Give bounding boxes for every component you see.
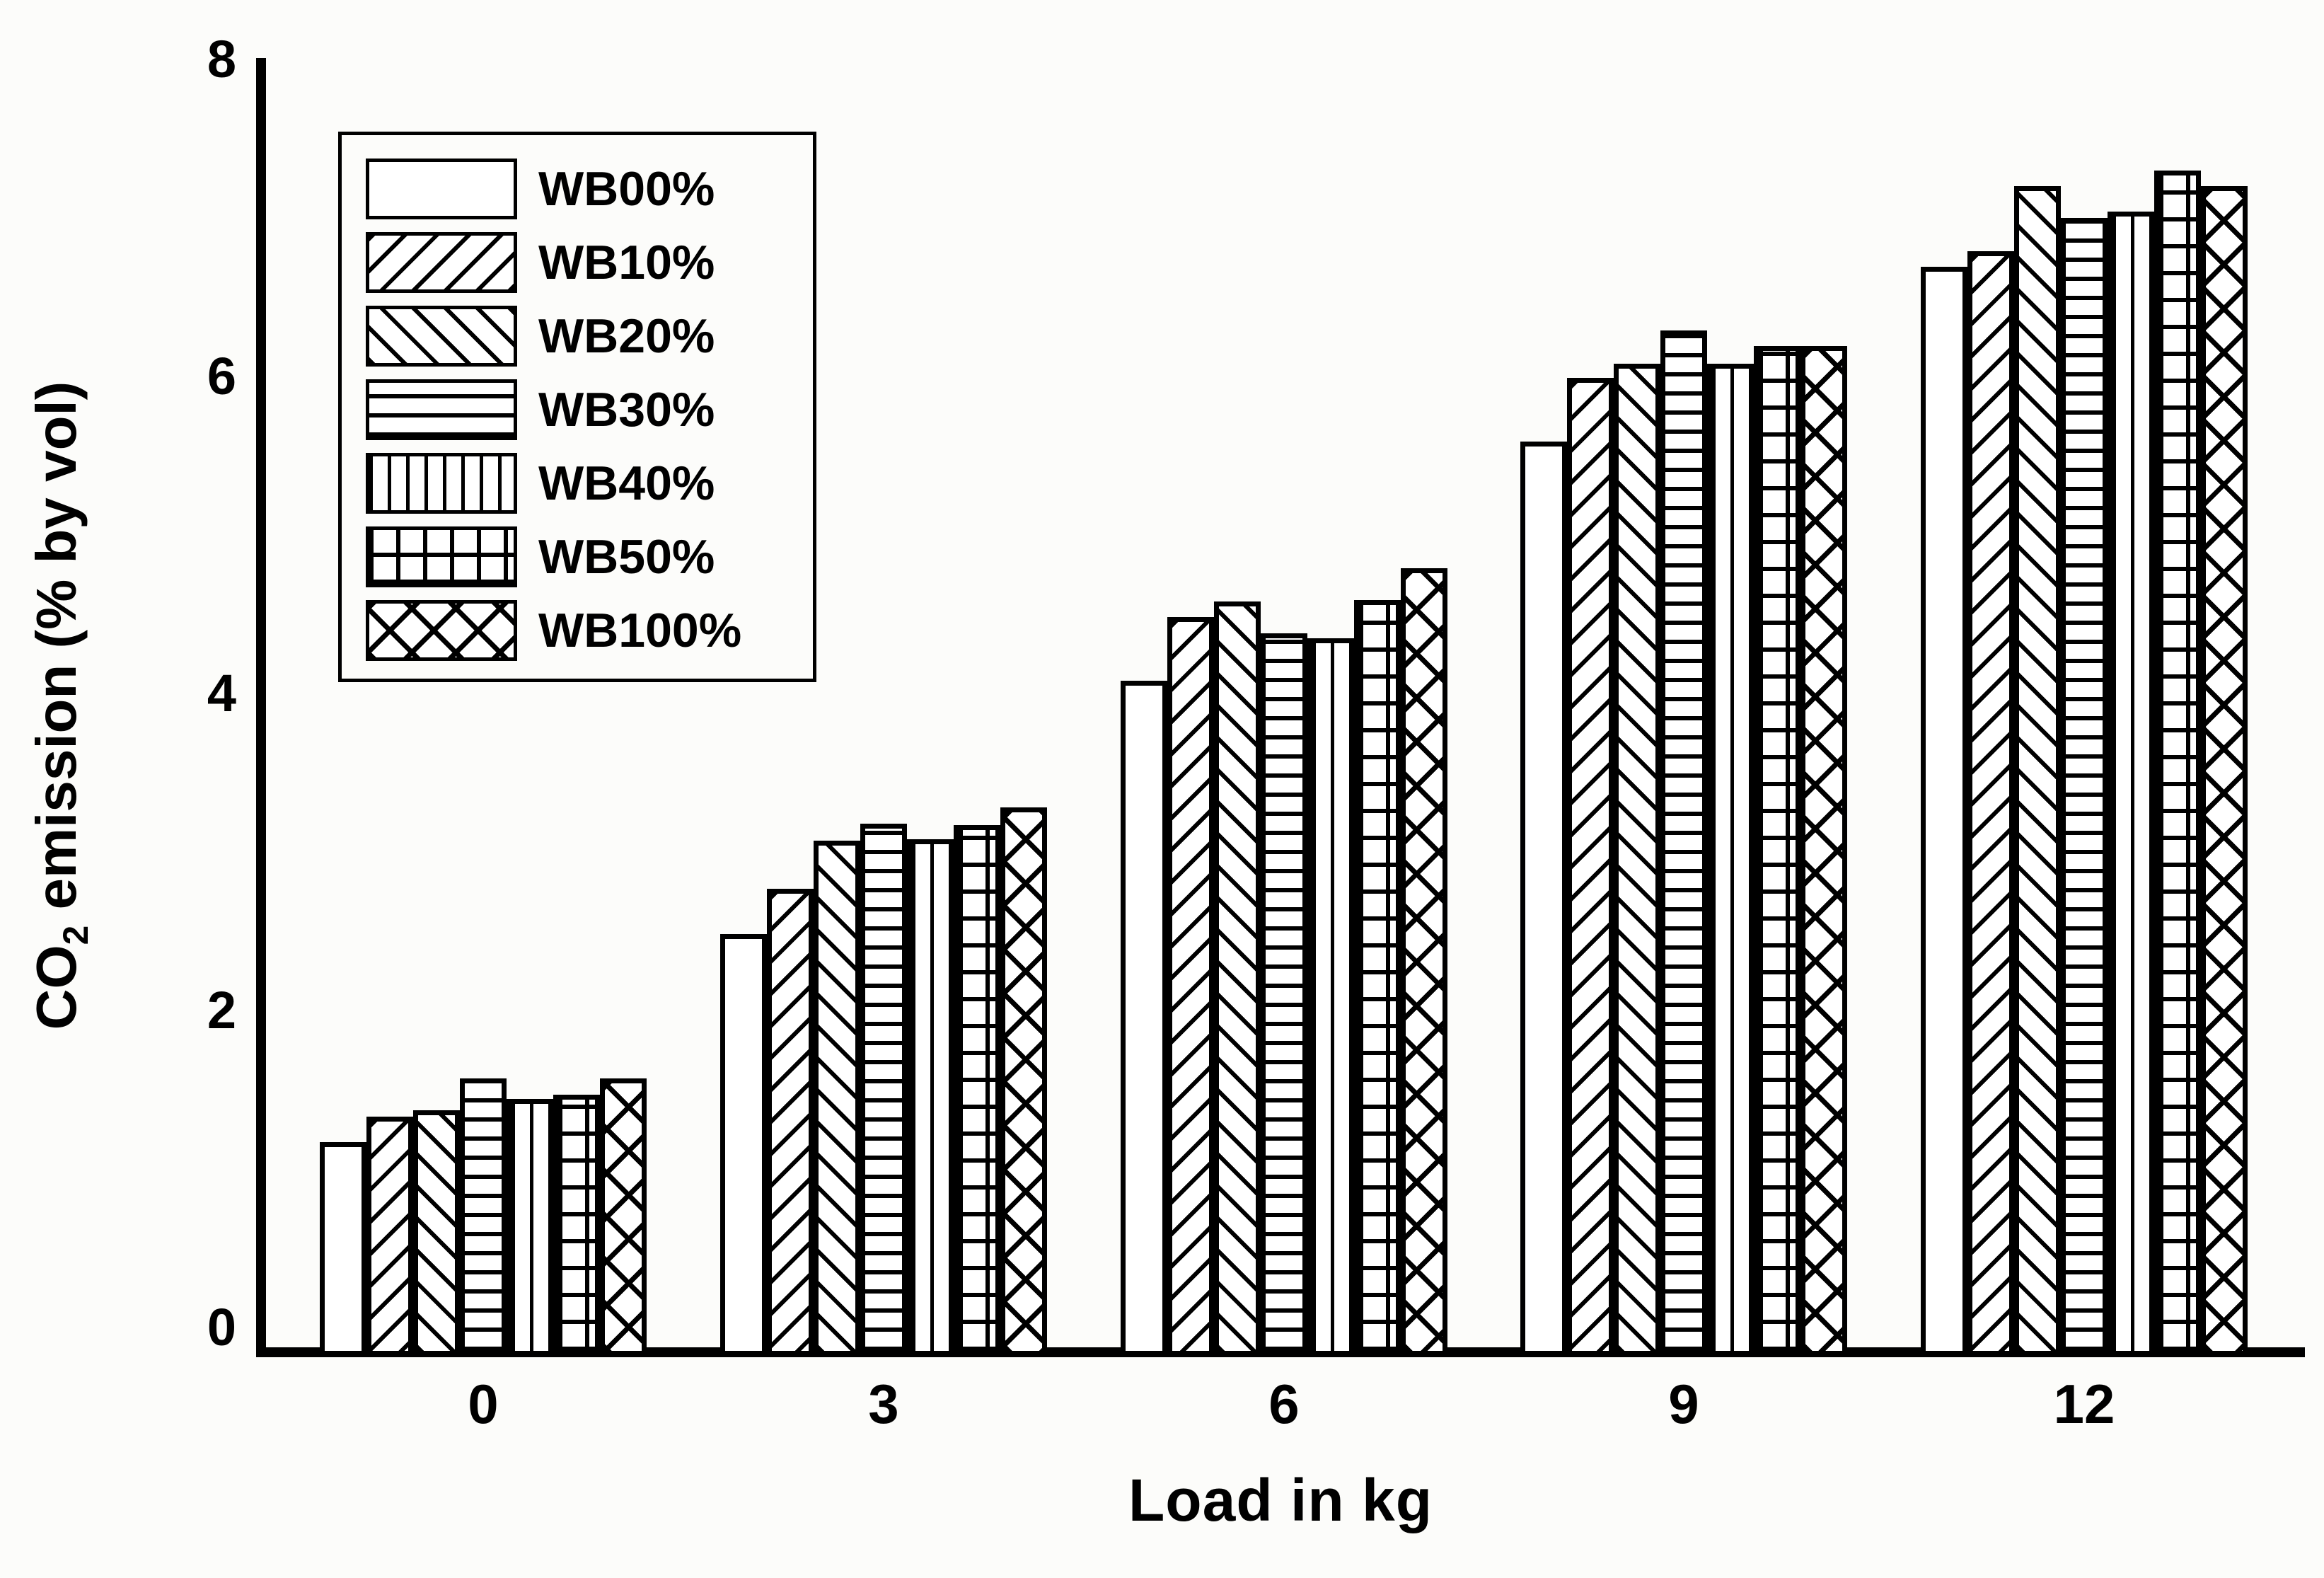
x-axis-title: Load in kg <box>1128 1467 1433 1533</box>
legend-label: WB50% <box>538 530 715 584</box>
bar-WB50%-load-9 <box>1754 346 1800 1356</box>
legend-label: WB100% <box>538 604 742 657</box>
legend-label: WB20% <box>538 309 715 363</box>
bar-WB30%-load-9 <box>1660 330 1707 1356</box>
legend-label: WB00% <box>538 162 715 216</box>
x-tick-label-6: 6 <box>1268 1373 1300 1435</box>
bar-WB00%-load-0 <box>320 1141 366 1356</box>
legend-label: WB30% <box>538 383 715 437</box>
bar-WB20%-load-12 <box>2014 186 2061 1356</box>
y-tick-label-2: 2 <box>207 981 236 1039</box>
x-tick-label-3: 3 <box>868 1373 899 1435</box>
bar-WB100%-load-6 <box>1401 568 1447 1356</box>
bar-WB100%-load-3 <box>1000 807 1047 1356</box>
legend-swatch-vertical-icon <box>366 453 517 514</box>
legend-swatch-diag-backward-icon <box>366 306 517 367</box>
y-tick-label-4: 4 <box>207 664 236 722</box>
bar-WB50%-load-6 <box>1354 599 1401 1356</box>
legend-label: WB40% <box>538 456 715 510</box>
legend-item-WB00%: WB00% <box>366 152 806 226</box>
y-tick-label-8: 8 <box>207 30 236 88</box>
y-title-prefix: CO <box>25 945 88 1030</box>
y-title-subscript: 2 <box>56 925 96 945</box>
bar-WB30%-load-0 <box>460 1078 507 1356</box>
x-tick-label-12: 12 <box>2053 1373 2115 1435</box>
bar-WB10%-load-12 <box>1967 251 2014 1356</box>
y-title-suffix: emission (% by vol) <box>25 381 88 926</box>
bar-WB00%-load-6 <box>1121 681 1167 1356</box>
legend-item-WB20%: WB20% <box>366 299 806 373</box>
y-tick-label-6: 6 <box>207 347 236 405</box>
bar-WB20%-load-3 <box>814 841 860 1356</box>
bar-WB100%-load-0 <box>600 1078 647 1356</box>
bar-WB50%-load-0 <box>553 1094 600 1356</box>
bar-WB40%-load-6 <box>1307 638 1354 1356</box>
legend: WB00% WB10% WB20% WB30% WB40% WB50% WB100% <box>338 132 816 682</box>
bar-WB100%-load-12 <box>2201 186 2248 1356</box>
y-axis-title: CO2 emission (% by vol) <box>20 175 96 1236</box>
bar-WB10%-load-9 <box>1567 378 1614 1356</box>
legend-item-WB10%: WB10% <box>366 226 806 299</box>
bar-WB40%-load-3 <box>907 839 954 1356</box>
bar-WB50%-load-3 <box>954 824 1000 1356</box>
legend-item-WB100%: WB100% <box>366 594 806 667</box>
y-tick-label-0: 0 <box>207 1298 236 1357</box>
bar-WB40%-load-12 <box>2108 212 2154 1356</box>
bar-WB20%-load-9 <box>1614 364 1660 1356</box>
y-axis-line <box>256 58 266 1357</box>
bar-WB00%-load-12 <box>1921 267 1967 1356</box>
legend-item-WB50%: WB50% <box>366 520 806 594</box>
bar-WB00%-load-3 <box>720 934 767 1356</box>
x-tick-label-9: 9 <box>1668 1373 1699 1435</box>
x-tick-label-0: 0 <box>468 1373 499 1435</box>
legend-swatch-horizontal-icon <box>366 379 517 440</box>
legend-label: WB10% <box>538 236 715 289</box>
bar-WB20%-load-0 <box>413 1110 460 1356</box>
bar-WB10%-load-0 <box>366 1117 413 1356</box>
bar-WB30%-load-12 <box>2061 218 2108 1356</box>
legend-swatch-plain-icon <box>366 159 517 219</box>
bar-WB30%-load-3 <box>860 823 907 1356</box>
bar-WB20%-load-6 <box>1214 601 1261 1356</box>
legend-item-WB40%: WB40% <box>366 447 806 520</box>
bar-WB40%-load-9 <box>1707 364 1754 1356</box>
legend-item-WB30%: WB30% <box>366 373 806 447</box>
bar-WB30%-load-6 <box>1261 633 1307 1356</box>
bar-WB100%-load-9 <box>1800 346 1847 1356</box>
legend-swatch-grid-icon <box>366 526 517 587</box>
legend-swatch-diag-forward-icon <box>366 232 517 293</box>
bar-WB50%-load-12 <box>2154 170 2201 1356</box>
legend-swatch-crosshatch-icon <box>366 600 517 661</box>
bar-WB40%-load-0 <box>507 1099 553 1356</box>
bar-WB10%-load-3 <box>767 888 814 1356</box>
bar-WB10%-load-6 <box>1167 617 1214 1356</box>
bar-WB00%-load-9 <box>1520 441 1567 1356</box>
